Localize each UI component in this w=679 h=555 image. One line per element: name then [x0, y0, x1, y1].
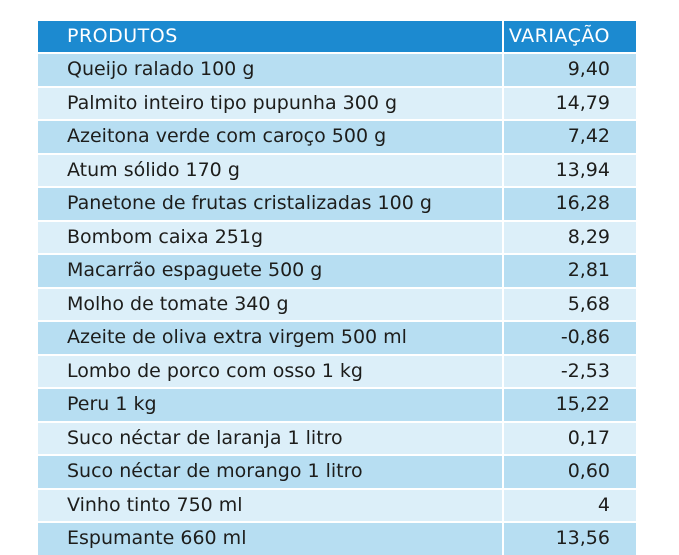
- table-body: Queijo ralado 100 g 9,40 Palmito inteiro…: [38, 52, 636, 555]
- product-cell: Molho de tomate 340 g: [38, 286, 504, 320]
- table-row: Suco néctar de morango 1 litro 0,60: [38, 454, 636, 488]
- table-header-row: PRODUTOS VARIAÇÃO: [38, 21, 636, 52]
- product-cell: Azeitona verde com caroço 500 g: [38, 119, 504, 153]
- variation-cell: -0,86: [504, 320, 636, 354]
- variation-cell: 16,28: [504, 186, 636, 220]
- product-cell: Peru 1 kg: [38, 387, 504, 421]
- product-cell: Macarrão espaguete 500 g: [38, 253, 504, 287]
- variation-cell: 14,79: [504, 85, 636, 119]
- variation-cell: 13,56: [504, 521, 636, 555]
- table-row: Peru 1 kg 15,22: [38, 387, 636, 421]
- product-cell: Suco néctar de morango 1 litro: [38, 454, 504, 488]
- product-cell: Vinho tinto 750 ml: [38, 487, 504, 521]
- product-cell: Atum sólido 170 g: [38, 152, 504, 186]
- variation-cell: 13,94: [504, 152, 636, 186]
- product-cell: Azeite de oliva extra virgem 500 ml: [38, 320, 504, 354]
- variation-cell: 7,42: [504, 119, 636, 153]
- table-row: Atum sólido 170 g 13,94: [38, 152, 636, 186]
- table-row: Vinho tinto 750 ml 4: [38, 487, 636, 521]
- variation-cell: 8,29: [504, 219, 636, 253]
- table-row: Palmito inteiro tipo pupunha 300 g 14,79: [38, 85, 636, 119]
- column-header-variation: VARIAÇÃO: [504, 21, 636, 52]
- table-row: Queijo ralado 100 g 9,40: [38, 52, 636, 86]
- product-cell: Bombom caixa 251g: [38, 219, 504, 253]
- table-row: Espumante 660 ml 13,56: [38, 521, 636, 555]
- table-row: Azeitona verde com caroço 500 g 7,42: [38, 119, 636, 153]
- column-header-products: PRODUTOS: [38, 21, 504, 52]
- variation-cell: -2,53: [504, 353, 636, 387]
- table-row: Molho de tomate 340 g 5,68: [38, 286, 636, 320]
- price-variation-table: PRODUTOS VARIAÇÃO Queijo ralado 100 g 9,…: [38, 21, 636, 555]
- product-cell: Panetone de frutas cristalizadas 100 g: [38, 186, 504, 220]
- variation-cell: 0,17: [504, 420, 636, 454]
- table-row: Suco néctar de laranja 1 litro 0,17: [38, 420, 636, 454]
- table-row: Panetone de frutas cristalizadas 100 g 1…: [38, 186, 636, 220]
- product-cell: Lombo de porco com osso 1 kg: [38, 353, 504, 387]
- product-cell: Queijo ralado 100 g: [38, 52, 504, 86]
- table-row: Azeite de oliva extra virgem 500 ml -0,8…: [38, 320, 636, 354]
- table-row: Bombom caixa 251g 8,29: [38, 219, 636, 253]
- variation-cell: 9,40: [504, 52, 636, 86]
- variation-cell: 2,81: [504, 253, 636, 287]
- variation-cell: 0,60: [504, 454, 636, 488]
- product-cell: Suco néctar de laranja 1 litro: [38, 420, 504, 454]
- variation-cell: 15,22: [504, 387, 636, 421]
- variation-cell: 5,68: [504, 286, 636, 320]
- product-cell: Palmito inteiro tipo pupunha 300 g: [38, 85, 504, 119]
- variation-cell: 4: [504, 487, 636, 521]
- table-row: Macarrão espaguete 500 g 2,81: [38, 253, 636, 287]
- product-cell: Espumante 660 ml: [38, 521, 504, 555]
- table-row: Lombo de porco com osso 1 kg -2,53: [38, 353, 636, 387]
